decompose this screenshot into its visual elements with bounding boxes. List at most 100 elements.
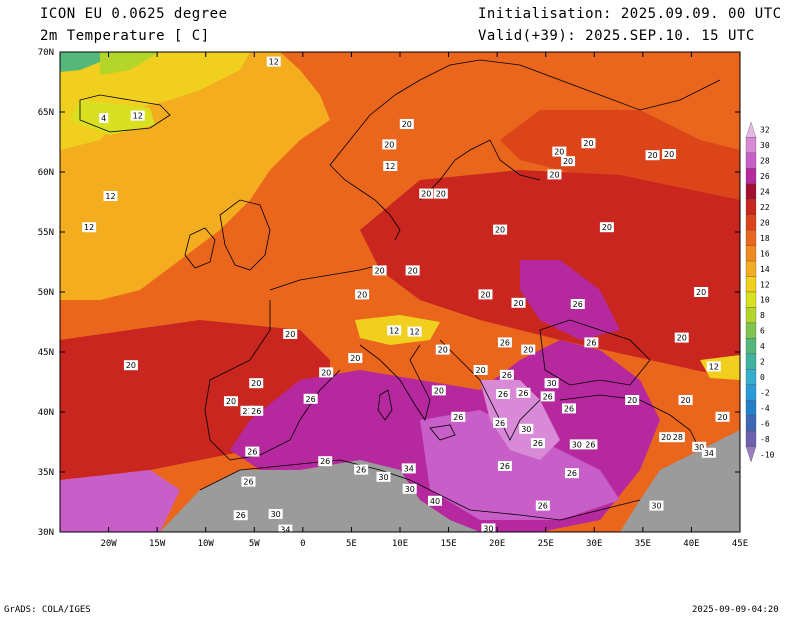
contour-label: 20 bbox=[223, 396, 238, 407]
contour-label-box bbox=[433, 188, 448, 199]
contour-label-box bbox=[645, 150, 660, 161]
lon-label: 20E bbox=[489, 539, 505, 549]
lat-label: 35N bbox=[38, 468, 54, 478]
contour-label: 20 bbox=[625, 395, 640, 405]
contour-label: 26 bbox=[303, 393, 318, 404]
contour-label: 26 bbox=[451, 411, 466, 422]
contour-label: 30 bbox=[569, 439, 584, 450]
contour-label-text: 20 bbox=[523, 346, 533, 355]
contour-label: 20 bbox=[372, 265, 387, 276]
coast-north-africa bbox=[199, 459, 641, 521]
contour-label-box bbox=[130, 110, 145, 121]
contour-label-box bbox=[562, 403, 577, 414]
contour-label-text: 26 bbox=[500, 462, 510, 471]
colorbar-segment bbox=[745, 353, 757, 370]
contour-label-box bbox=[519, 423, 534, 434]
contour-label-text: 20 bbox=[421, 190, 431, 199]
contour-label-text: 30 bbox=[405, 485, 415, 494]
contour-label-text: 20 bbox=[434, 386, 444, 395]
contour-label-box bbox=[694, 287, 709, 297]
lon-label: 15E bbox=[440, 539, 456, 549]
contour-label-box bbox=[701, 447, 716, 458]
contour-label-text: 34 bbox=[704, 449, 714, 458]
contour-label-text: 28 bbox=[673, 433, 683, 442]
colorbar-segment bbox=[745, 245, 757, 262]
contour-label: 26 bbox=[540, 391, 555, 402]
contour-label: 26 bbox=[493, 417, 508, 428]
lat-label: 40N bbox=[38, 408, 54, 418]
colorbar-label: -6 bbox=[760, 419, 770, 428]
contour-label: 20 bbox=[399, 119, 414, 129]
contour-label-box bbox=[581, 138, 596, 149]
colorbar-label: -8 bbox=[760, 435, 770, 444]
contour-label-text: 20 bbox=[602, 223, 612, 232]
contour-label-box bbox=[431, 385, 446, 396]
contour-label: 20 bbox=[599, 222, 614, 233]
contour-label: 26 bbox=[530, 438, 545, 449]
contour-label-box bbox=[649, 500, 664, 511]
colorbar-label: 22 bbox=[760, 203, 770, 212]
contour-label: 20 bbox=[715, 411, 730, 422]
contour-label-box bbox=[659, 432, 674, 443]
contour-label-text: 20 bbox=[476, 366, 486, 375]
contour-label-box bbox=[561, 156, 576, 167]
colorbar-segment bbox=[745, 152, 757, 169]
contour-label-box bbox=[584, 337, 599, 348]
contour-label-text: 20 bbox=[563, 157, 573, 166]
contour-label-text: 20 bbox=[661, 433, 671, 442]
coast-italy bbox=[359, 344, 431, 421]
contour-label-box bbox=[670, 432, 685, 443]
contour-label: 26 bbox=[495, 389, 510, 399]
contour-label-text: 26 bbox=[306, 395, 316, 404]
contour-label-text: 20 bbox=[285, 330, 295, 339]
contour-label-text: 26 bbox=[236, 511, 246, 520]
contour-label-box bbox=[478, 289, 493, 300]
contour-label-text: 12 bbox=[269, 58, 279, 67]
contour-label-text: 26 bbox=[500, 338, 510, 347]
contour-label-box bbox=[223, 396, 238, 407]
contour-label: 30 bbox=[376, 471, 391, 482]
contour-label-box bbox=[354, 464, 369, 475]
contour-label: 30 bbox=[519, 423, 534, 434]
contour-label: 20 bbox=[123, 360, 138, 371]
longitude-labels: 20W 15W 10W 5W 0 5E 10E 15E 20E 25E 30E 35E 40E 45E bbox=[100, 539, 748, 549]
contour-label: 20 bbox=[561, 156, 576, 167]
contour-label: 26 bbox=[233, 510, 248, 521]
contour-label: 4 bbox=[99, 113, 109, 123]
contour-label-box bbox=[481, 523, 496, 532]
contour-label-text: 26 bbox=[247, 448, 257, 457]
contour-label: 30 bbox=[692, 441, 707, 452]
contour-label-box bbox=[625, 395, 640, 405]
contour-label-text: 30 bbox=[572, 440, 582, 449]
colorbar-segment bbox=[745, 214, 757, 231]
contour-label-box bbox=[497, 461, 512, 471]
variable-title: 2m Temperature [ C] bbox=[40, 28, 210, 44]
model-title: ICON EU 0.0625 degree bbox=[40, 6, 228, 22]
contour-label-box bbox=[692, 441, 707, 452]
contour-label-text: 20 bbox=[321, 368, 331, 377]
contour-label-box bbox=[318, 456, 333, 467]
colorbar-label: 20 bbox=[760, 218, 770, 227]
lon-label: 10E bbox=[392, 539, 408, 549]
contour-label-box bbox=[266, 56, 281, 67]
contour-label-text: 20 bbox=[226, 397, 236, 406]
colorbar-segment bbox=[745, 322, 757, 339]
contour-label-text: 26 bbox=[518, 389, 528, 398]
footer-credit: GrADS: COLA/IGES bbox=[4, 605, 91, 615]
contour-label-text: 26 bbox=[243, 478, 253, 487]
contour-label: 34 bbox=[701, 447, 716, 458]
contour-label: 30 bbox=[481, 523, 496, 533]
contour-label-text: 20 bbox=[677, 334, 687, 343]
contour-label-box bbox=[278, 524, 293, 532]
contour-label: 20 bbox=[659, 432, 674, 443]
contour-label-box bbox=[530, 438, 545, 449]
colorbar-label: 30 bbox=[760, 141, 770, 150]
contour-label-box bbox=[435, 344, 450, 355]
contour-label-text: 30 bbox=[483, 524, 493, 533]
contour-label-text: 30 bbox=[651, 502, 661, 511]
contour-label-text: 12 bbox=[105, 192, 115, 201]
colorbar-label: -2 bbox=[760, 388, 770, 397]
contour-label-text: 20 bbox=[126, 361, 136, 370]
